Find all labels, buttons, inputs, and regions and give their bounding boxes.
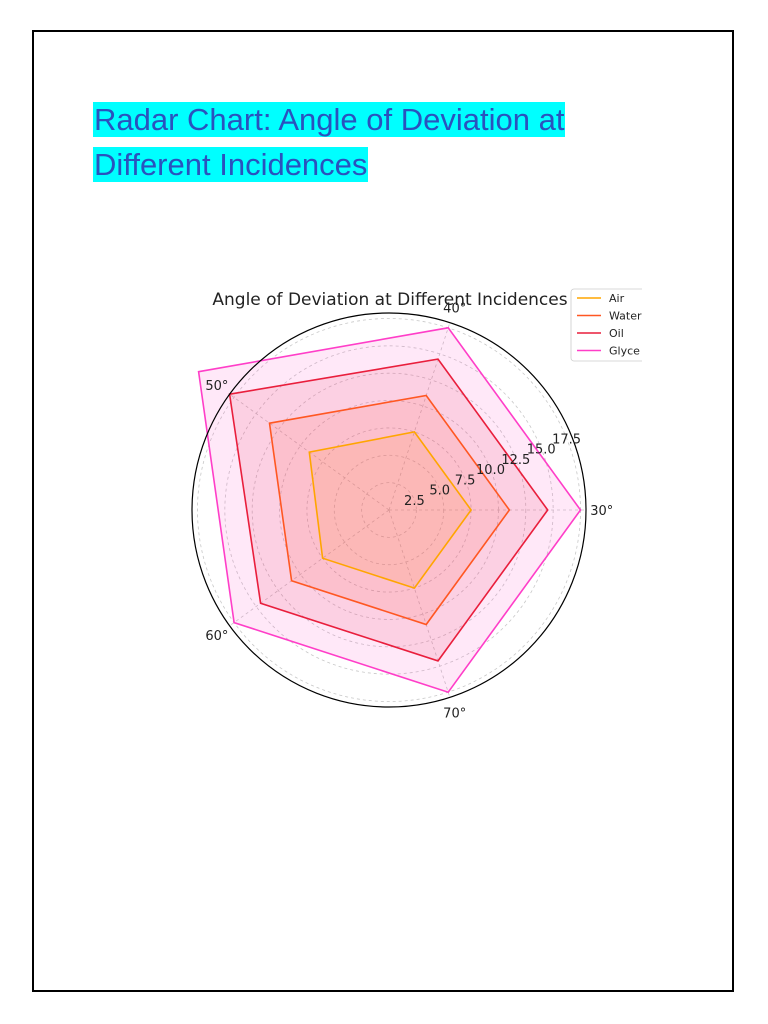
category-label: 60° xyxy=(205,629,228,644)
radial-tick-label: 10.0 xyxy=(476,463,505,478)
series-line-oil xyxy=(228,358,549,662)
category-label: 30° xyxy=(590,504,613,519)
series-fill-water xyxy=(269,395,510,625)
series-layer xyxy=(197,326,582,694)
legend-label-glyce: Glyce xyxy=(609,345,640,358)
category-label: 50° xyxy=(205,379,228,394)
radial-tick-label: 15.0 xyxy=(527,443,556,458)
radial-grid-circle xyxy=(251,372,527,648)
outer-ring xyxy=(191,312,587,708)
series-fill-air xyxy=(309,431,472,589)
chart-title: Angle of Deviation at Different Incidenc… xyxy=(212,290,567,310)
series-line-glyce xyxy=(197,326,582,694)
series-line-water xyxy=(268,394,511,626)
legend-label-air: Air xyxy=(609,292,625,305)
spoke-line xyxy=(229,509,390,627)
legend-box: Air Water Oil Glyce xyxy=(570,288,642,362)
radial-grid-circle xyxy=(361,482,417,538)
spoke-line xyxy=(388,509,451,698)
radial-tick-label: 5.0 xyxy=(429,484,450,499)
radial-tick-label: 12.5 xyxy=(501,453,530,468)
spoke-line xyxy=(388,322,451,511)
series-line-air xyxy=(308,431,473,590)
legend-label-oil: Oil xyxy=(609,327,624,340)
legend-label-water: Water xyxy=(609,310,642,323)
document-title: Radar Chart: Angle of Deviation at Diffe… xyxy=(93,97,593,187)
category-label: 40° xyxy=(443,302,466,317)
legend-frame xyxy=(570,288,642,362)
title-line-1: Radar Chart: Angle of Deviation at xyxy=(93,102,566,137)
title-line-2: Different Incidences xyxy=(93,147,369,182)
series-fill-oil xyxy=(229,359,548,661)
radial-tick-label: 17.5 xyxy=(552,432,581,447)
label-layer: 2.5 5.0 7.510.012.515.017.5 30° 40° 50° 60° 70° xyxy=(205,302,613,722)
radial-tick-label: 2.5 xyxy=(404,494,425,509)
legend: Air Water Oil Glyce xyxy=(570,288,642,362)
category-label: 70° xyxy=(443,706,466,721)
radial-tick-label: 7.5 xyxy=(455,473,476,488)
